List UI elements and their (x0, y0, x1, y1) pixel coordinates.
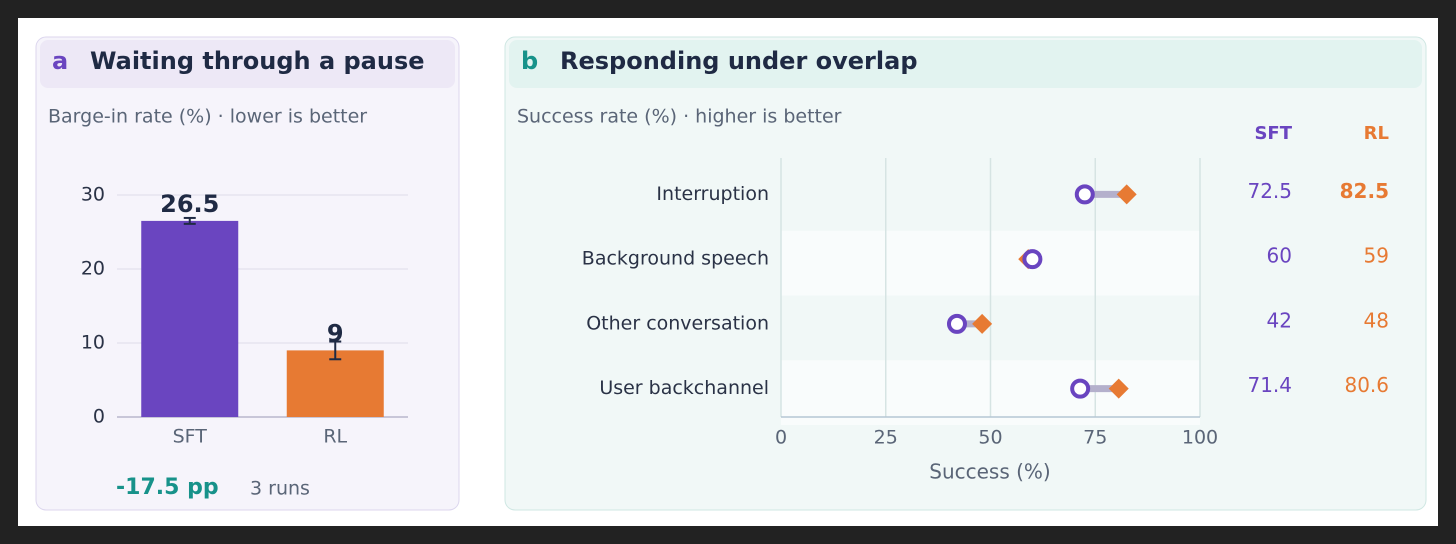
value-cell: 72.5 (1247, 179, 1292, 203)
x-tick-label: 50 (978, 427, 1002, 449)
panel-b-header (509, 40, 1422, 88)
sft-marker (1074, 184, 1095, 205)
rl-marker (1116, 184, 1137, 205)
panel-title: Responding under overlap (560, 47, 918, 75)
bar (286, 350, 384, 417)
y-tick-label: 10 (81, 332, 105, 354)
y-tick-label: User backchannel (599, 377, 769, 399)
sft-marker (1070, 378, 1091, 399)
value-cell: 42 (1267, 308, 1292, 332)
value-cell: 59 (1364, 244, 1389, 268)
value-cell: 60 (1267, 244, 1292, 268)
panel-a-header (40, 40, 455, 88)
x-tick-label: 25 (874, 427, 898, 449)
y-tick-label: 0 (93, 406, 105, 428)
x-tick-label: 75 (1083, 427, 1107, 449)
x-tick-label: 100 (1182, 427, 1218, 449)
value-cell: 48 (1364, 308, 1389, 332)
note: 3 runs (250, 478, 310, 500)
data-label: 9 (327, 319, 344, 347)
subtitle: Barge-in rate (%) · lower is better (48, 106, 367, 128)
y-tick-label: Other conversation (586, 312, 769, 334)
value-cell: 71.4 (1247, 373, 1292, 397)
subtitle: Success rate (%) · higher is better (517, 106, 842, 128)
x-tick-label: RL (323, 426, 347, 448)
rl-marker (972, 313, 993, 334)
y-tick-label: Background speech (582, 248, 769, 270)
panel-label: a (52, 47, 68, 75)
y-tick-label: Interruption (656, 183, 769, 205)
x-tick-label: SFT (173, 426, 208, 448)
column-header: RL (1364, 123, 1389, 144)
annotation: -17.5 pp (116, 475, 219, 500)
panel-label: b (521, 47, 538, 75)
y-tick-label: 20 (81, 258, 105, 280)
sft-marker (1022, 249, 1043, 270)
panel-title: Waiting through a pause (90, 47, 425, 75)
value-cell: 80.6 (1344, 373, 1389, 397)
value-cell: 82.5 (1340, 179, 1389, 203)
rl-marker (1108, 378, 1129, 399)
column-header: SFT (1254, 123, 1292, 144)
bar (141, 220, 239, 417)
sft-marker (946, 313, 967, 334)
x-tick-label: 0 (775, 427, 787, 449)
y-tick-label: 30 (81, 184, 105, 206)
x-axis-label: Success (%) (929, 460, 1050, 484)
data-label: 26.5 (160, 190, 219, 218)
